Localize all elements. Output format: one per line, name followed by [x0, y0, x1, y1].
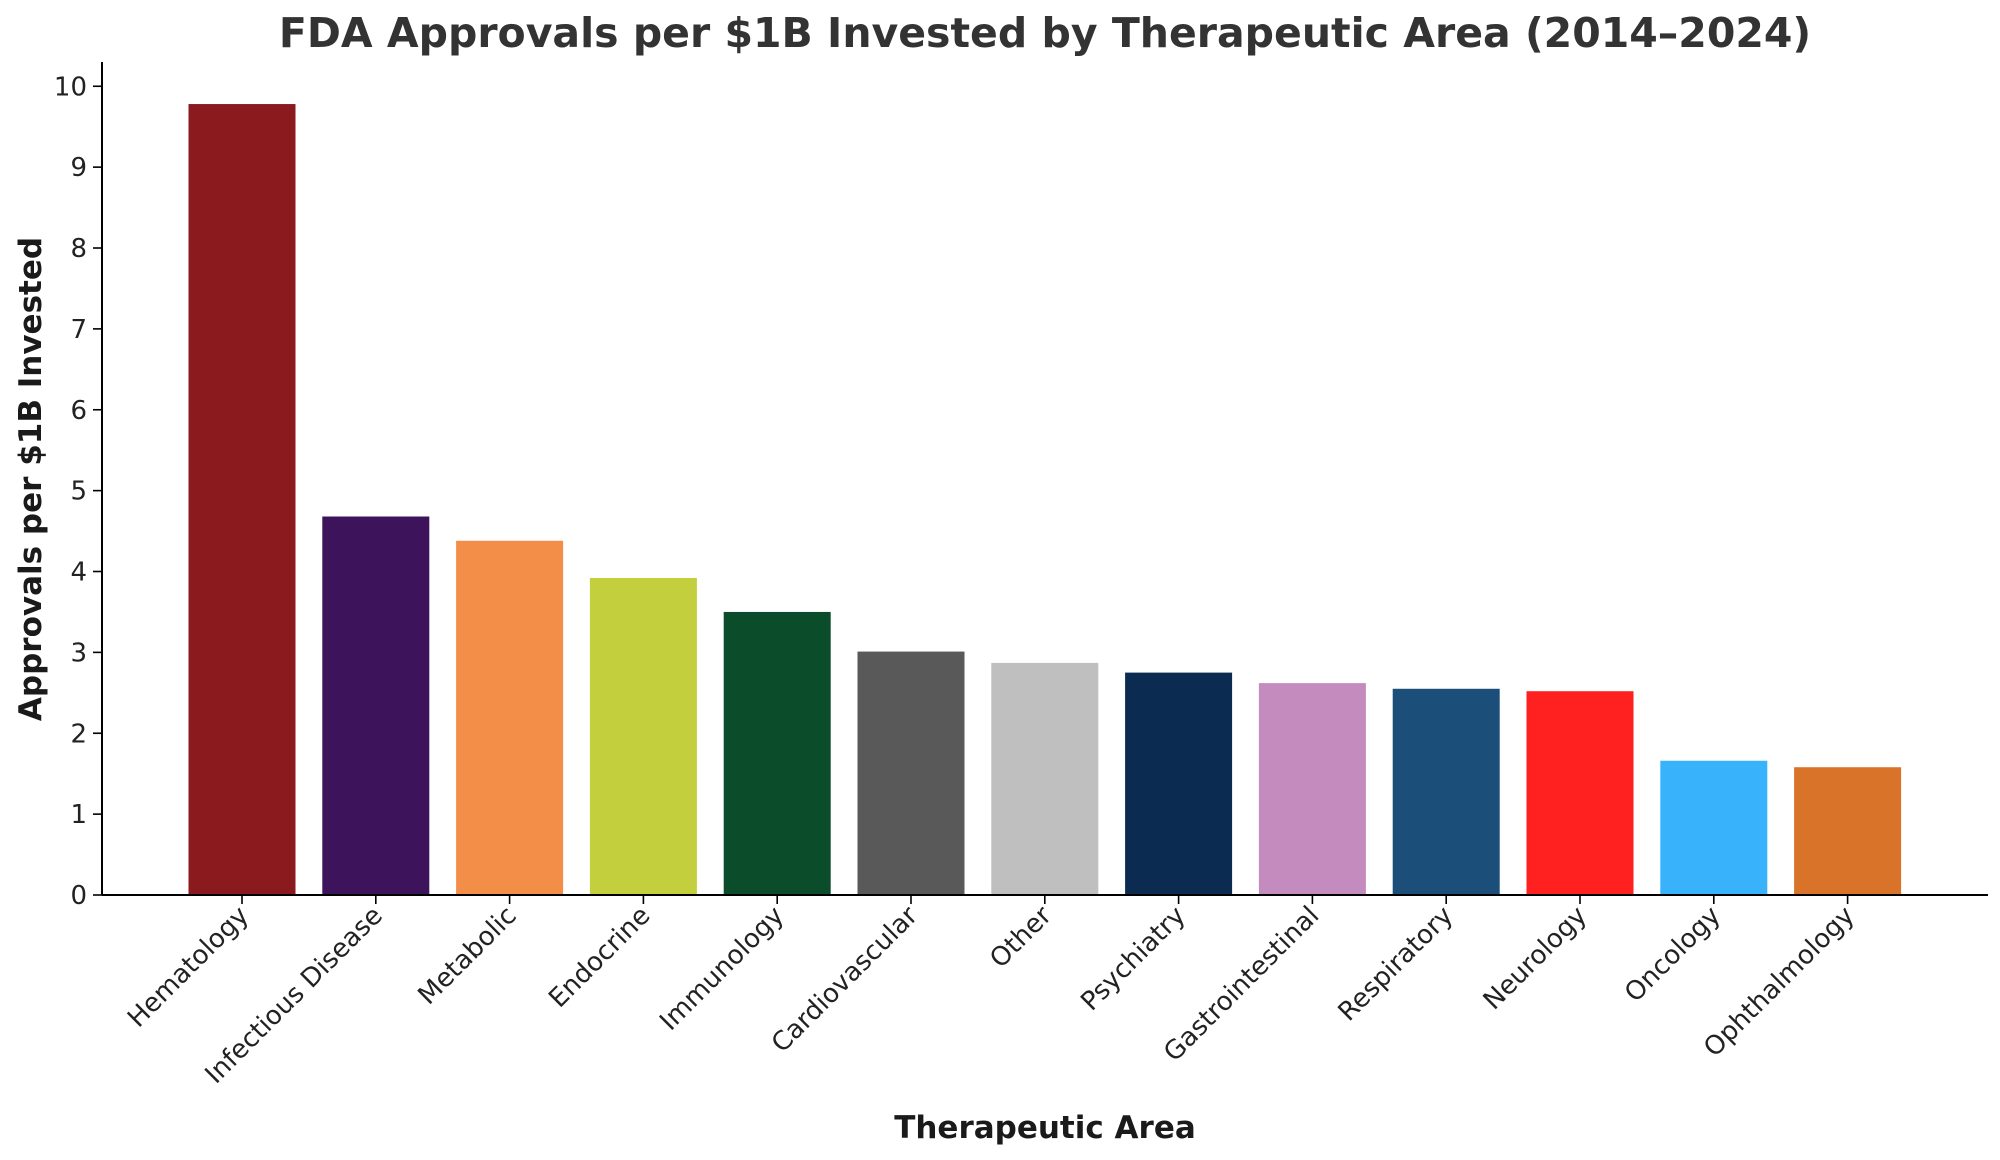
- bar-endocrine: [589, 577, 697, 895]
- y-tick-label-0: 0: [70, 881, 87, 911]
- y-axis-label: Approvals per $1B Invested: [13, 237, 49, 721]
- x-tick-label-endocrine: Endocrine: [543, 901, 656, 1014]
- x-tick-label-immunology: Immunology: [654, 901, 790, 1037]
- chart-title: FDA Approvals per $1B Invested by Therap…: [279, 9, 1811, 57]
- bar-hematology: [188, 104, 296, 896]
- y-tick-label-4: 4: [70, 558, 87, 588]
- y-tick-label-1: 1: [70, 800, 87, 830]
- y-ticks-layer: 0 1 2 3 4 5 6 7 8 9 10: [54, 72, 102, 911]
- x-tick-label-neurology: Neurology: [1478, 901, 1593, 1016]
- y-tick-label-10: 10: [54, 72, 87, 102]
- x-tick-label-cardiovascular: Cardiovascular: [766, 901, 924, 1059]
- bar-immunology: [723, 611, 831, 895]
- bar-oncology: [1660, 760, 1768, 895]
- y-tick-label-8: 8: [70, 234, 87, 264]
- x-tick-label-metabolic: Metabolic: [412, 901, 522, 1011]
- y-tick-label-9: 9: [70, 153, 87, 183]
- bar-gastrointestinal: [1258, 683, 1366, 895]
- x-tick-label-hematology: Hematology: [122, 901, 255, 1034]
- bar-cardiovascular: [857, 651, 965, 895]
- y-tick-label-6: 6: [70, 396, 87, 426]
- bar-other: [991, 662, 1099, 895]
- bar-metabolic: [456, 540, 564, 895]
- y-tick-label-7: 7: [70, 315, 87, 345]
- bars-layer: [188, 104, 1902, 896]
- x-axis-label: Therapeutic Area: [894, 1110, 1196, 1146]
- bar-neurology: [1526, 691, 1634, 895]
- bar-psychiatry: [1125, 672, 1233, 895]
- x-tick-label-oncology: Oncology: [1619, 901, 1727, 1009]
- x-tick-label-psychiatry: Psychiatry: [1075, 901, 1191, 1017]
- y-tick-label-5: 5: [70, 477, 87, 507]
- bar-respiratory: [1392, 688, 1500, 895]
- x-tick-label-respiratory: Respiratory: [1333, 901, 1460, 1028]
- bar-ophthalmology: [1794, 767, 1902, 895]
- x-tick-label-other: Other: [984, 901, 1058, 975]
- bar-infectious-disease: [322, 516, 430, 895]
- y-tick-label-2: 2: [70, 719, 87, 749]
- y-tick-label-3: 3: [70, 638, 87, 668]
